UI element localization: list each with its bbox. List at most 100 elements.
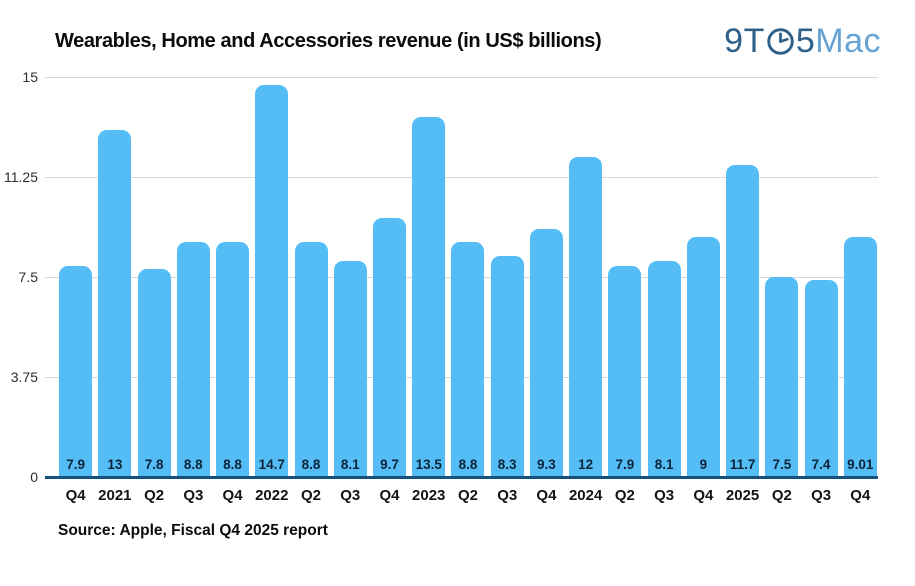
bar-slot: 7.9 (56, 77, 95, 477)
x-axis-tick-label: Q4 (693, 487, 714, 504)
clock-icon (765, 27, 796, 56)
x-axis-tick-label: Q2 (457, 487, 478, 504)
bar-slot: 13 (95, 77, 134, 477)
bar: 8.8 (176, 242, 210, 477)
x-axis-tick-label: 2021 (98, 487, 132, 504)
bar-slot: 7.8 (134, 77, 173, 477)
x-axis-tick-label: Q4 (222, 487, 243, 504)
bar-value-label: 8.1 (340, 457, 360, 472)
chart-title: Wearables, Home and Accessories revenue … (55, 30, 602, 52)
bar-value-label: 9.7 (380, 457, 399, 472)
bar: 8.8 (216, 242, 250, 477)
bar: 7.5 (765, 277, 799, 477)
x-axis-tick-label: Q4 (850, 487, 871, 504)
bar: 12 (569, 157, 603, 477)
bar-slot: 14.7 (252, 77, 291, 477)
x-axis-tick-label: Q4 (379, 487, 400, 504)
x-axis-tick-label: Q4 (65, 487, 86, 504)
x-axis-tick-label: 2025 (725, 487, 760, 504)
bar-value-label: 12 (578, 457, 594, 472)
bar-value-label: 8.1 (654, 457, 674, 472)
bar-slot: 9.7 (370, 77, 409, 477)
y-axis-tick-label: 0 (30, 469, 38, 485)
bar-slot: 8.8 (448, 77, 487, 477)
x-axis-baseline (45, 476, 878, 479)
bar-slot: 9.3 (527, 77, 566, 477)
bar: 7.9 (608, 266, 642, 477)
x-axis-tick-label: Q4 (536, 487, 557, 504)
x-axis-tick-label: 2023 (412, 487, 446, 504)
x-axis-tick-label: Q2 (301, 487, 322, 504)
x-axis-tick-label: Q3 (183, 487, 204, 504)
bar: 8.1 (333, 261, 367, 477)
bar-value-label: 7.8 (144, 457, 164, 472)
x-axis-labels-row: Q4 2021 Q2 Q3 Q4 2022 Q2 Q3 Q4 2023 Q2 Q3 Q4 2024 Q2 Q3… (56, 487, 880, 504)
bar: 14.7 (255, 85, 289, 477)
bar: 8.1 (647, 261, 681, 477)
bar-value-label: 8.8 (223, 457, 242, 472)
bar-value-label: 11.7 (729, 457, 756, 472)
bar-value-label: 14.7 (258, 457, 285, 472)
bar-slot: 9 (684, 77, 723, 477)
bar-slot: 8.1 (645, 77, 684, 477)
x-axis-tick-label: Q2 (614, 487, 635, 504)
bar-slot: 12 (566, 77, 605, 477)
logo-text-5: 5 (795, 22, 816, 60)
bar-value-label: 9.3 (537, 457, 556, 472)
x-axis-tick-label: Q2 (771, 487, 792, 504)
bar-slot: 7.5 (762, 77, 801, 477)
bar-slot: 8.8 (291, 77, 330, 477)
brand-logo: 9T 5 Mac (724, 24, 881, 58)
bar: 9 (686, 237, 720, 477)
bar-value-label: 8.8 (301, 457, 321, 472)
source-note: Source: Apple, Fiscal Q4 2025 report (58, 522, 328, 539)
bar-slot: 8.1 (331, 77, 370, 477)
logo-text-mac: Mac (815, 22, 881, 60)
bar-slot: 8.8 (174, 77, 213, 477)
bar: 13.5 (412, 117, 446, 477)
bar-slot: 8.3 (488, 77, 527, 477)
y-axis-tick-label: 11.25 (4, 169, 38, 185)
bar: 7.8 (137, 269, 171, 477)
bar: 11.7 (726, 165, 760, 477)
y-axis-tick-label: 15 (22, 69, 38, 85)
bar-slot: 13.5 (409, 77, 448, 477)
bar: 7.4 (804, 279, 838, 477)
gridline (45, 77, 878, 78)
x-axis-tick-label: Q3 (340, 487, 361, 504)
bar-slot: 11.7 (723, 77, 762, 477)
x-axis-tick-label: Q3 (497, 487, 518, 504)
bar-value-label: 7.9 (66, 457, 85, 472)
bar: 8.8 (451, 242, 485, 477)
y-axis-tick-label: 3.75 (10, 369, 38, 385)
bar-value-label: 13.5 (415, 457, 442, 472)
bar: 9.01 (843, 236, 877, 477)
bar-slot: 9.01 (841, 77, 880, 477)
bars-row: 7.9 13 7.8 8.8 8.8 14.7 8.8 8.1 9.7 13.5 8.8 8.3 9.3… (56, 77, 880, 477)
bar: 8.3 (490, 255, 524, 477)
x-axis-tick-label: 2022 (255, 487, 289, 504)
x-axis-tick-label: 2024 (568, 487, 603, 504)
bar: 9.7 (372, 218, 406, 477)
x-axis-tick-label: Q3 (811, 487, 832, 504)
bar-value-label: 9.01 (847, 457, 874, 472)
bar: 13 (98, 130, 132, 477)
logo-text-9t: 9T (724, 22, 765, 60)
bar-value-label: 8.8 (458, 457, 478, 472)
x-axis-tick-label: Q2 (144, 487, 165, 504)
bar-value-label: 8.3 (497, 457, 517, 472)
gridline (45, 177, 878, 178)
bar-value-label: 13 (107, 457, 123, 472)
bar-value-label: 9 (699, 457, 708, 472)
bar: 7.9 (59, 266, 93, 477)
bar-slot: 7.4 (801, 77, 840, 477)
bar-slot: 8.8 (213, 77, 252, 477)
bar-value-label: 7.4 (811, 457, 831, 472)
bar-value-label: 8.8 (183, 457, 203, 472)
x-axis-tick-label: Q3 (654, 487, 675, 504)
y-axis-tick-label: 7.5 (18, 269, 38, 285)
bar-value-label: 7.5 (772, 457, 792, 472)
bar: 8.8 (294, 242, 328, 477)
